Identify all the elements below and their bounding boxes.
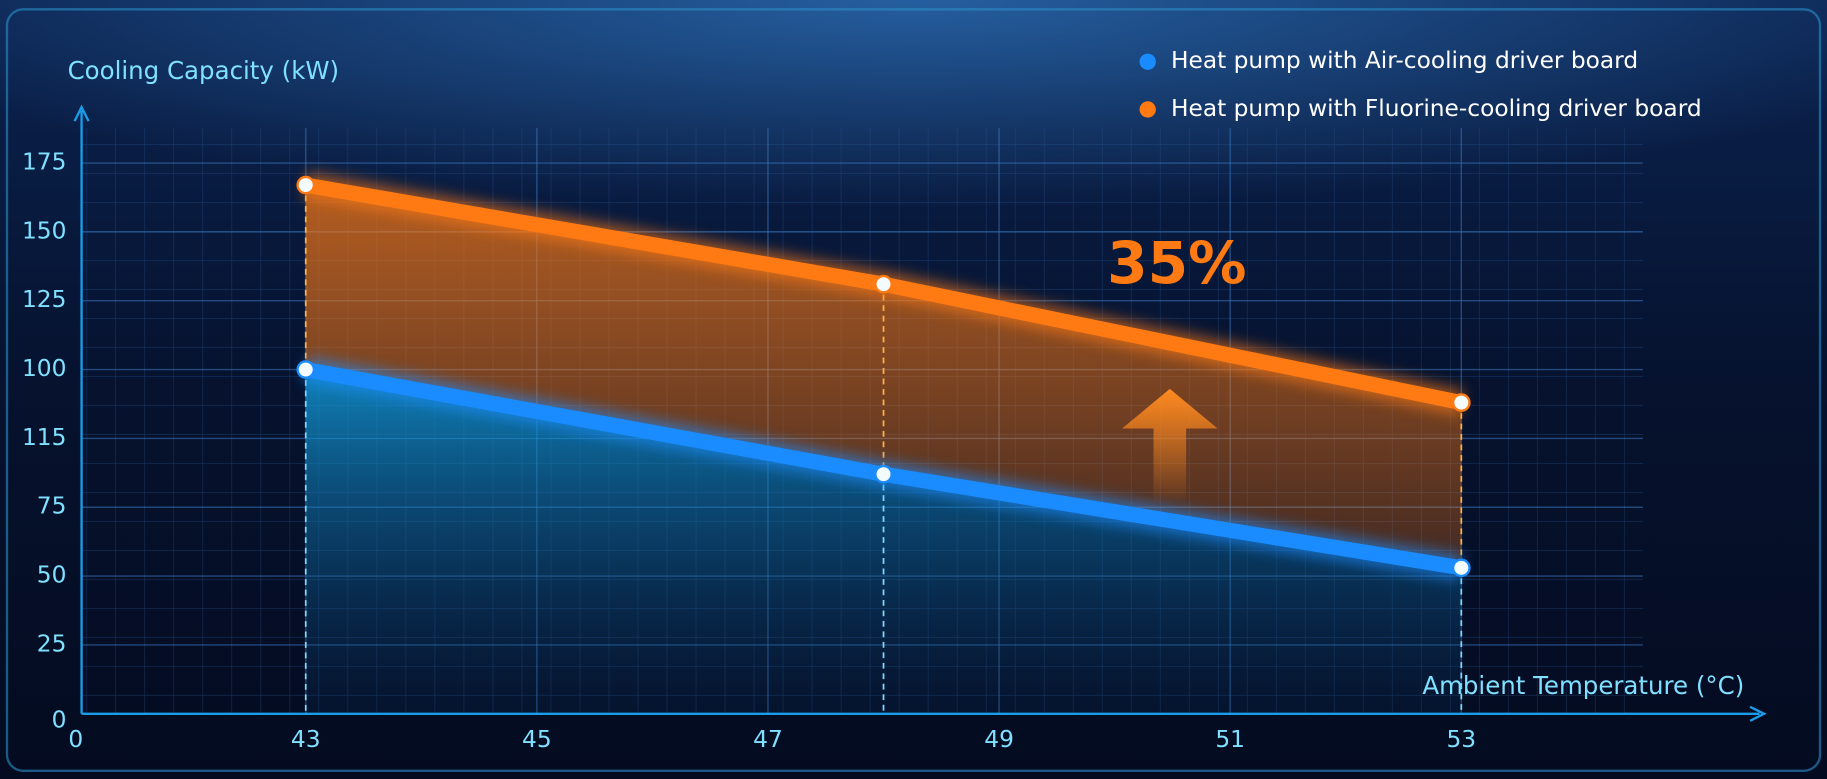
legend-label: Heat pump with Air-cooling driver board bbox=[1171, 47, 1638, 74]
y-tick-label: 25 bbox=[37, 630, 67, 657]
point bbox=[1451, 393, 1471, 412]
y-tick-label: 115 bbox=[22, 424, 66, 451]
x-axis-title: Ambient Temperature (°C) bbox=[1422, 671, 1744, 700]
point bbox=[874, 464, 893, 484]
annotation: 35% bbox=[1107, 229, 1246, 297]
y-tick-label: 175 bbox=[22, 149, 66, 176]
x-tick-label: 53 bbox=[1446, 726, 1476, 753]
y-tick-label: 100 bbox=[22, 355, 66, 382]
point bbox=[874, 274, 893, 294]
frame bbox=[5, 8, 1822, 773]
x-tick-label: 49 bbox=[984, 726, 1014, 753]
y-tick-label: 150 bbox=[22, 217, 66, 244]
point bbox=[296, 360, 316, 379]
legend-marker bbox=[1139, 53, 1156, 70]
y-tick-label: 75 bbox=[37, 493, 67, 520]
y-tick-label: 125 bbox=[22, 286, 66, 313]
y-tick-label: 50 bbox=[37, 562, 67, 589]
x-tick-label: 51 bbox=[1215, 726, 1245, 753]
x-tick-label: 43 bbox=[291, 726, 321, 753]
y-axis bbox=[73, 104, 90, 714]
x-axis bbox=[81, 705, 1767, 722]
legend-label: Heat pump with Fluorine-cooling driver b… bbox=[1171, 95, 1702, 122]
y-tick-label: 0 bbox=[52, 706, 67, 733]
increase-arrow bbox=[1122, 388, 1218, 504]
point bbox=[1451, 558, 1471, 578]
x-origin-label: 0 bbox=[68, 726, 83, 753]
x-tick-label: 45 bbox=[522, 726, 552, 753]
y-axis-title: Cooling Capacity (kW) bbox=[68, 56, 340, 85]
x-tick-label: 47 bbox=[753, 726, 783, 753]
point bbox=[296, 175, 316, 195]
legend-marker bbox=[1139, 101, 1156, 118]
